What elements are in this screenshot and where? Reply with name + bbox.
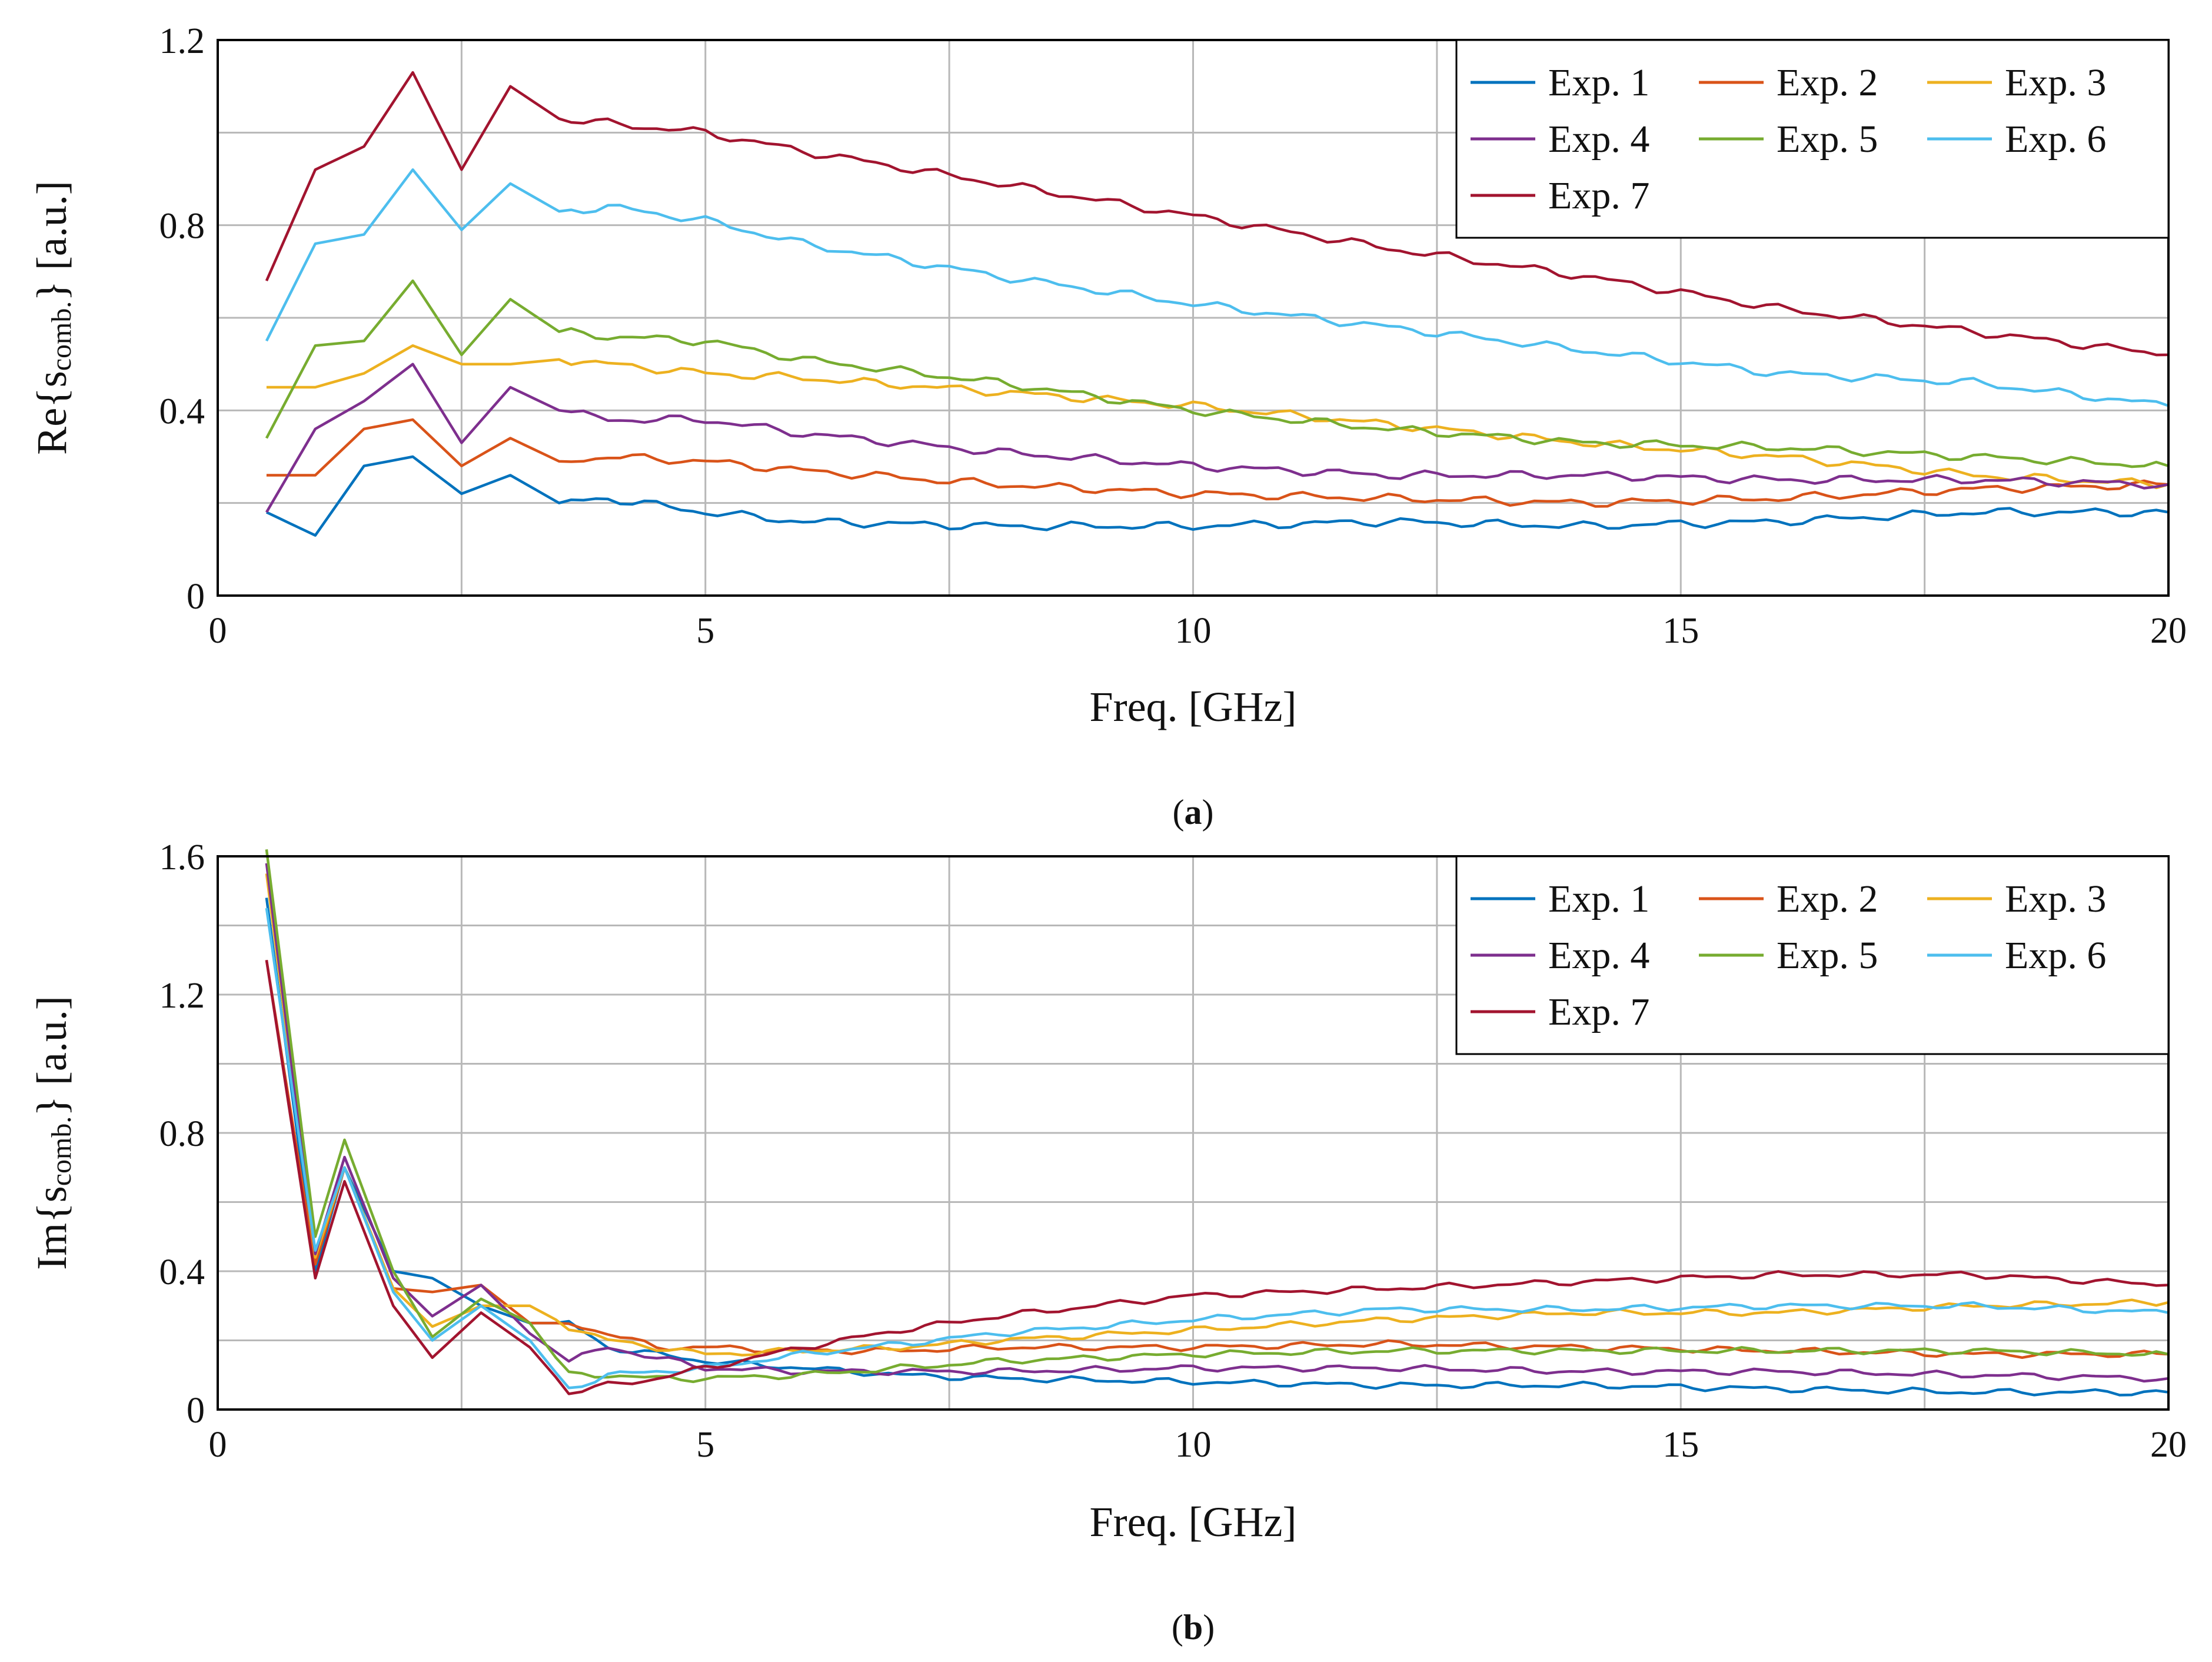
plot-frame <box>217 855 2170 1411</box>
series-lines <box>265 849 2169 1397</box>
caption-letter: b <box>1183 1608 1203 1647</box>
legend-item: Exp. 4 <box>1471 118 1649 161</box>
x-tick-labels: 0 5 10 15 20 <box>209 1425 2187 1465</box>
x-axis-label: Freq. [GHz] <box>1090 683 1297 730</box>
series-line-exp-3 <box>266 344 2169 490</box>
caption: (b) <box>1172 1608 1215 1647</box>
y-tick-label: 0.4 <box>159 391 205 431</box>
caption-letter: a <box>1185 793 1202 832</box>
series-lines <box>265 71 2169 537</box>
y-tick-labels: 0 0.4 0.8 1.2 1.6 <box>159 837 205 1431</box>
legend-item: Exp. 6 <box>1927 118 2106 161</box>
y-tick-labels: 0 0.4 0.8 1.2 <box>159 21 205 617</box>
y-axis-label-subscript: comb. <box>46 1116 77 1186</box>
legend-label: Exp. 6 <box>2005 934 2106 977</box>
legend-box <box>1455 39 2170 239</box>
y-tick-label: 0.4 <box>159 1252 205 1292</box>
y-tick-label: 1.2 <box>159 976 205 1016</box>
legend-label: Exp. 4 <box>1548 934 1649 977</box>
x-tick-label: 20 <box>2150 1425 2187 1465</box>
series-line-exp-7 <box>265 959 2169 1395</box>
legend-item: Exp. 1 <box>1471 877 1649 920</box>
x-tick-label: 15 <box>1662 1425 1699 1465</box>
y-axis-label: Re{scomb.} [a.u.] <box>28 181 78 455</box>
chart-panel-b: 0 5 10 15 20 0 0.4 0.8 1.2 1.6 Freq. [GHz] Im{sc… <box>28 837 2187 1647</box>
x-tick-label: 20 <box>2150 611 2187 651</box>
legend-label: Exp. 1 <box>1548 61 1649 104</box>
legend-item: Exp. 4 <box>1471 934 1649 977</box>
series-line-exp-2 <box>266 418 2169 508</box>
legend-label: Exp. 4 <box>1548 118 1649 161</box>
series-line-exp-6 <box>265 908 2169 1390</box>
x-tick-labels: 0 5 10 15 20 <box>209 611 2187 651</box>
caption: (a) <box>1173 793 1214 832</box>
legend-label: Exp. 3 <box>2005 877 2106 920</box>
series-line-exp-1 <box>265 455 2169 537</box>
x-tick-label: 0 <box>209 1425 227 1465</box>
legend-item: Exp. 3 <box>1927 61 2106 104</box>
legend-box <box>1455 855 2170 1055</box>
y-tick-label: 0.8 <box>159 207 205 247</box>
x-tick-label: 5 <box>696 611 714 651</box>
legend-label: Exp. 5 <box>1777 118 1878 161</box>
y-tick-label: 1.2 <box>159 21 205 61</box>
x-tick-label: 15 <box>1662 611 1699 651</box>
series-line-exp-7 <box>265 71 2169 357</box>
legend-label: Exp. 5 <box>1777 934 1878 977</box>
series-line-exp-5 <box>265 849 2169 1384</box>
series-line-exp-4 <box>265 363 2169 513</box>
legend-label: Exp. 3 <box>2005 61 2106 104</box>
legend: Exp. 1 Exp. 2 Exp. 3 Exp. 4 Exp. 5 Exp. 6 Exp.… <box>1455 855 2170 1055</box>
y-tick-label: 0.8 <box>159 1114 205 1154</box>
legend-label: Exp. 6 <box>2005 118 2106 161</box>
y-tick-label: 0 <box>187 577 205 617</box>
plot-frame <box>217 39 2170 597</box>
y-tick-label: 0 <box>187 1391 205 1431</box>
y-axis-label-suffix: } [a.u.] <box>28 181 75 301</box>
series-line-exp-1 <box>265 898 2169 1397</box>
legend-label: Exp. 7 <box>1548 174 1649 217</box>
legend-label: Exp. 2 <box>1777 61 1878 104</box>
x-tick-label: 10 <box>1175 1425 1212 1465</box>
legend-item: Exp. 7 <box>1471 990 1649 1033</box>
y-axis-label: Im{scomb.} [a.u.] <box>28 996 78 1270</box>
legend-items: Exp. 1 Exp. 2 Exp. 3 Exp. 4 Exp. 5 Exp. 6 Exp.… <box>1471 61 2106 217</box>
series-line-exp-6 <box>265 168 2169 407</box>
y-axis-label-suffix: } [a.u.] <box>28 996 75 1116</box>
legend-label: Exp. 7 <box>1548 990 1649 1033</box>
legend-item: Exp. 7 <box>1471 174 1649 217</box>
legend-item: Exp. 2 <box>1699 61 1878 104</box>
chart-panel-a: 0 5 10 15 20 0 0.4 0.8 1.2 Freq. [GHz] Re{scomb… <box>28 21 2187 832</box>
legend-label: Exp. 1 <box>1548 877 1649 920</box>
legend-item: Exp. 6 <box>1927 934 2106 977</box>
legend-item: Exp. 3 <box>1927 877 2106 920</box>
legend-item: Exp. 5 <box>1699 118 1878 161</box>
y-axis-label-subscript: comb. <box>46 301 77 371</box>
x-tick-label: 10 <box>1175 611 1212 651</box>
x-axis-label: Freq. [GHz] <box>1090 1498 1297 1545</box>
legend-item: Exp. 1 <box>1471 61 1649 104</box>
series-line-exp-4 <box>265 863 2169 1383</box>
y-axis-label-prefix: Im{s <box>28 1186 75 1270</box>
y-axis-label-prefix: Re{s <box>28 371 75 455</box>
x-tick-label: 0 <box>209 611 227 651</box>
y-tick-label: 1.6 <box>159 837 205 877</box>
series-line-exp-5 <box>265 279 2169 468</box>
legend: Exp. 1 Exp. 2 Exp. 3 Exp. 4 Exp. 5 Exp. 6 Exp.… <box>1455 39 2170 239</box>
legend-items: Exp. 1 Exp. 2 Exp. 3 Exp. 4 Exp. 5 Exp. 6 Exp.… <box>1471 877 2106 1033</box>
legend-label: Exp. 2 <box>1777 877 1878 920</box>
legend-item: Exp. 5 <box>1699 934 1878 977</box>
x-tick-label: 5 <box>696 1425 714 1465</box>
legend-item: Exp. 2 <box>1699 877 1878 920</box>
